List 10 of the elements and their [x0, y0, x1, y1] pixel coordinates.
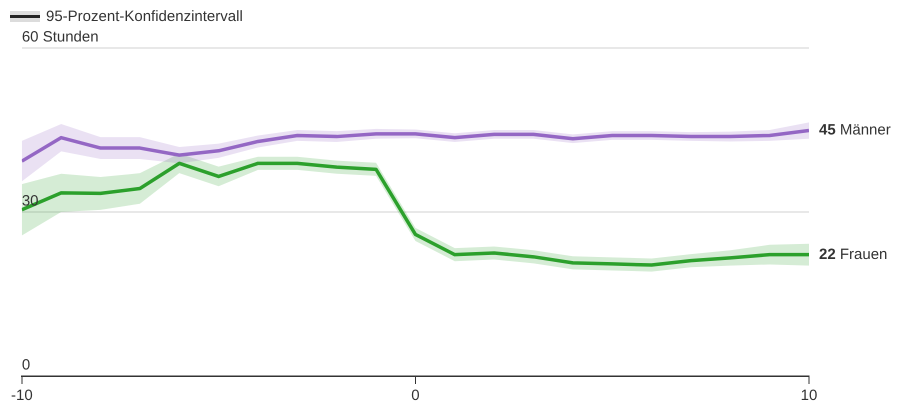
x-tick-label: 0: [411, 387, 420, 404]
y-tick-label: 60 Stunden: [22, 28, 99, 46]
data-label: 45: [819, 122, 836, 139]
y-tick-label: 0: [22, 356, 30, 374]
x-tick-label: 10: [800, 387, 818, 404]
data-label: 22: [819, 246, 836, 263]
text: Frauen: [840, 246, 888, 263]
text: 95-Prozent-Konfidenzintervall: [46, 8, 243, 25]
x-tick-label: -10: [10, 387, 33, 404]
text: Männer: [840, 122, 891, 139]
